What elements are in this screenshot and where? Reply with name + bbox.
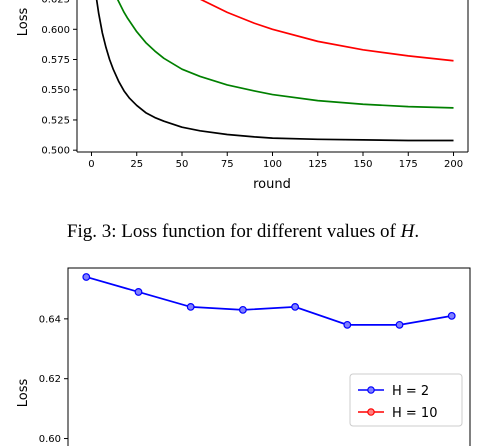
chart1-ytick-label-0: 0.500 bbox=[41, 146, 70, 157]
legend-marker-h10 bbox=[367, 408, 375, 416]
chart1-series-group bbox=[95, 0, 454, 142]
legend-label-h10: H = 10 bbox=[392, 406, 437, 421]
chart2-point-0-7 bbox=[447, 311, 456, 320]
chart2-point-0-2 bbox=[186, 302, 195, 311]
chart2-ytick-label-2: 0.64 bbox=[39, 314, 61, 325]
figure-caption-text: Fig. 3: Loss function for different valu… bbox=[67, 221, 401, 242]
chart1-xtick-label-25: 25 bbox=[130, 159, 143, 170]
chart1-xtick-label-150: 150 bbox=[353, 159, 372, 170]
legend-marker-h2 bbox=[367, 386, 375, 394]
chart2-series-group bbox=[82, 273, 456, 329]
figure-caption: Fig. 3: Loss function for different valu… bbox=[67, 221, 419, 242]
legend-label-h2: H = 2 bbox=[392, 384, 429, 399]
chart1-series-line-2 bbox=[200, 0, 454, 62]
chart1-xlabel: round bbox=[253, 177, 291, 192]
chart1-ylabel: Loss bbox=[16, 8, 31, 37]
chart1-ytick-label-1: 0.525 bbox=[41, 115, 70, 126]
chart2-ylabel: Loss bbox=[16, 379, 31, 408]
chart2-point-0-1 bbox=[134, 288, 143, 296]
chart1-xtick-label-125: 125 bbox=[308, 159, 327, 170]
chart2-point-0-6 bbox=[395, 320, 404, 329]
chart1-series-line-1 bbox=[116, 0, 454, 109]
chart1-xtick-label-200: 200 bbox=[444, 159, 463, 170]
chart2-series-line-0 bbox=[86, 276, 452, 326]
chart1-xtick-label-75: 75 bbox=[221, 159, 234, 170]
chart2-point-0-0 bbox=[82, 273, 91, 281]
chart1-ytick-label-2: 0.550 bbox=[41, 85, 70, 96]
chart1-ytick-label-4: 0.600 bbox=[41, 25, 70, 36]
chart1-ytick-label-5: 0.625 bbox=[41, 0, 70, 6]
chart2-axes: 0.60 0.62 0.64 bbox=[39, 267, 471, 446]
chart2-legend: H = 2 H = 10 bbox=[349, 373, 463, 427]
chart1-series-line-0 bbox=[95, 0, 454, 142]
chart1-xtick-label-0: 0 bbox=[88, 159, 94, 170]
chart2-ytick-label-0: 0.60 bbox=[39, 434, 61, 445]
chart1-xtick-label-50: 50 bbox=[176, 159, 189, 170]
chart1-ytick-label-3: 0.575 bbox=[41, 55, 70, 66]
chart1-xtick-label-100: 100 bbox=[263, 159, 282, 170]
chart2-point-0-3 bbox=[238, 305, 247, 314]
caption-variable-h: H bbox=[400, 221, 416, 242]
legend-box bbox=[349, 373, 463, 427]
chart2-point-0-5 bbox=[343, 320, 352, 329]
chart1-xtick-label-175: 175 bbox=[399, 159, 418, 170]
caption-end: . bbox=[414, 221, 419, 242]
loss-vs-h-chart: 0.60 0.62 0.64 Loss H = 2 H = 10 bbox=[16, 267, 471, 446]
loss-vs-round-chart: 0 25 50 75 100 125 150 175 200 0.500 0.525 0.550 0.5… bbox=[16, 0, 469, 192]
chart2-frame bbox=[67, 267, 471, 446]
chart2-point-0-4 bbox=[291, 302, 300, 311]
chart1-axes: 0 25 50 75 100 125 150 175 200 0.500 0.525 0.550 0.5… bbox=[41, 0, 469, 170]
chart2-ytick-label-1: 0.62 bbox=[39, 374, 61, 385]
